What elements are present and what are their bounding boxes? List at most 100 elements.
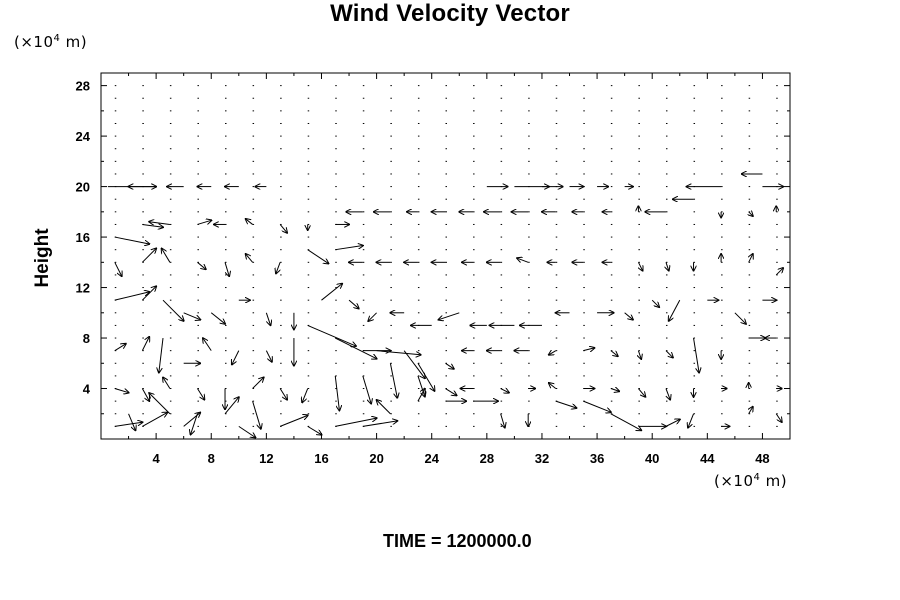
vector-arrow: [583, 348, 594, 351]
vector-arrow: [307, 324, 356, 346]
vector-arrow: [142, 413, 167, 427]
x-unit-exponent: 4: [753, 472, 761, 483]
vector-arrow: [114, 262, 122, 276]
y-unit-exponent: 4: [53, 33, 61, 44]
vector-arrow: [265, 350, 272, 362]
vector-arrow: [307, 249, 329, 264]
vector-arrow: [246, 254, 253, 263]
vector-arrow: [252, 377, 264, 389]
x-tick-label: 20: [369, 451, 383, 466]
vector-arrow: [238, 425, 256, 437]
x-unit-prefix: (×10: [714, 472, 754, 490]
vector-arrow: [377, 400, 391, 415]
vector-arrow: [279, 415, 308, 427]
x-tick-label: 40: [645, 451, 659, 466]
vector-arrow: [183, 413, 201, 427]
vector-arrow: [141, 337, 149, 351]
x-tick-label: 28: [480, 451, 494, 466]
vector-arrow: [549, 351, 556, 355]
y-tick-label: 12: [76, 281, 90, 296]
vector-arrow: [203, 338, 212, 351]
vector-arrow: [265, 312, 270, 325]
y-tick-label: 8: [83, 331, 90, 346]
vector-arrow: [141, 286, 156, 301]
vector-arrow: [197, 220, 211, 225]
vector-arrow: [445, 388, 457, 396]
vector-arrow: [159, 337, 164, 372]
y-unit-prefix: (×10: [14, 33, 54, 51]
vector-arrow: [638, 388, 645, 397]
x-tick-label: 8: [208, 451, 215, 466]
vector-arrow: [666, 262, 669, 270]
vector-arrow: [197, 388, 204, 400]
vector-arrow: [149, 222, 170, 225]
vector-arrow: [417, 375, 425, 397]
vector-arrow: [368, 312, 377, 321]
vector-arrow: [162, 249, 171, 263]
x-tick-label: 16: [314, 451, 328, 466]
vector-arrow: [638, 350, 641, 359]
vector-arrow: [549, 383, 557, 389]
vector-arrow: [114, 388, 129, 393]
time-label: TIME = 1200000.0: [383, 531, 532, 551]
vector-arrow: [335, 418, 376, 427]
vector-arrow: [362, 375, 371, 404]
y-tick-label: 4: [83, 382, 91, 397]
x-tick-label: 48: [755, 451, 769, 466]
vector-arrow: [141, 249, 156, 263]
vector-arrow: [610, 350, 618, 357]
vector-arrow: [334, 375, 339, 410]
vector-arrow: [500, 389, 509, 393]
vector-arrow: [276, 262, 281, 273]
vector-arrow: [403, 350, 425, 379]
vector-arrow: [445, 362, 454, 369]
x-unit-suffix: m): [760, 472, 788, 490]
vector-arrow: [114, 422, 143, 427]
vector-arrow: [149, 393, 171, 415]
vector-arrow: [163, 377, 171, 389]
x-tick-label: 44: [700, 451, 715, 466]
vector-arrow: [389, 363, 397, 397]
vector-arrow: [665, 350, 673, 358]
vector-arrow: [348, 299, 359, 308]
vector-arrow: [500, 413, 505, 428]
x-tick-label: 36: [590, 451, 604, 466]
chart-title: Wind Velocity Vector: [330, 0, 570, 27]
vector-arrow: [610, 413, 641, 431]
y-tick-label: 16: [76, 230, 90, 245]
vector-arrow: [749, 254, 753, 263]
vector-arrow: [191, 413, 198, 435]
vector-arrow: [302, 388, 309, 403]
vector-arrow: [775, 268, 783, 276]
vector-arrow: [335, 337, 376, 359]
vector-arrow: [224, 397, 239, 415]
vector-arrow: [307, 425, 322, 434]
x-tick-label: 32: [535, 451, 549, 466]
vector-arrow: [232, 350, 240, 365]
vector-arrow: [197, 261, 205, 269]
vector-arrow: [775, 413, 782, 422]
vector-arrow: [439, 312, 460, 320]
vector-arrow: [114, 236, 149, 244]
vector-arrow: [638, 262, 642, 270]
y-unit-label: (×104 m): [14, 33, 87, 51]
x-tick-label: 4: [153, 451, 161, 466]
vector-arrow: [517, 258, 529, 263]
vector-arrow: [224, 262, 229, 276]
vector-arrow: [734, 312, 746, 324]
vector-arrow: [665, 419, 680, 427]
vector-arrow: [624, 312, 633, 320]
vector-arrow: [279, 388, 287, 400]
vector-arrow: [555, 400, 577, 408]
vector-arrow: [688, 413, 695, 428]
vector-arrow: [162, 299, 184, 321]
vector-arrow: [749, 407, 753, 415]
vector-arrow: [183, 312, 201, 320]
y-tick-label: 24: [76, 129, 91, 144]
vector-layer: [107, 85, 783, 438]
vector-arrow: [693, 337, 700, 372]
vector-arrow: [114, 292, 149, 301]
x-tick-label: 24: [424, 451, 439, 466]
